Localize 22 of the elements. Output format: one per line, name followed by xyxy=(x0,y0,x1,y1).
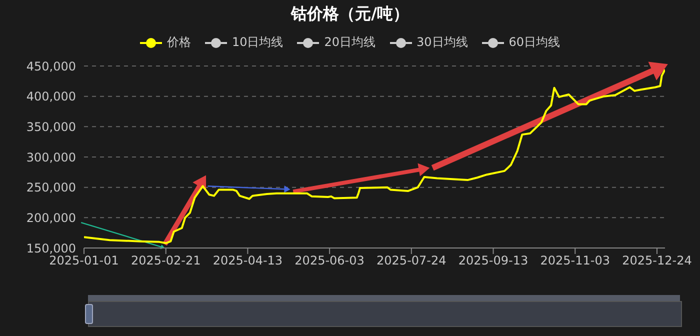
y-tick-label: 150,000 xyxy=(26,241,76,256)
x-tick-label: 2025-09-13 xyxy=(458,254,528,268)
x-tick-label: 2025-01-01 xyxy=(49,254,119,268)
y-tick-label: 250,000 xyxy=(26,180,76,195)
chart-title: 钴价格（元/吨） xyxy=(290,4,410,25)
text: 20日均线 xyxy=(324,34,376,51)
x-tick-label: 2025-07-24 xyxy=(376,254,446,268)
y-tick-label: 300,000 xyxy=(26,150,76,164)
x-tick-label: 2025-02-21 xyxy=(130,254,201,268)
text: 10日均线 xyxy=(232,34,284,51)
text: 60日均线 xyxy=(508,34,560,51)
text: 30日均线 xyxy=(416,34,468,51)
y-tick-label: 450,000 xyxy=(26,59,76,74)
y-tick-label: 350,000 xyxy=(26,120,76,134)
x-tick-label: 2025-12-24 xyxy=(622,254,692,268)
y-tick-label: 200,000 xyxy=(26,210,76,225)
x-tick-label: 2025-11-03 xyxy=(540,254,610,268)
y-tick-label: 400,000 xyxy=(26,90,76,104)
line-series xyxy=(84,68,665,244)
x-tick-label: 2025-04-13 xyxy=(212,254,283,268)
x-tick-label: 2025-06-03 xyxy=(294,254,364,268)
legend-label: 价格 xyxy=(166,34,191,51)
